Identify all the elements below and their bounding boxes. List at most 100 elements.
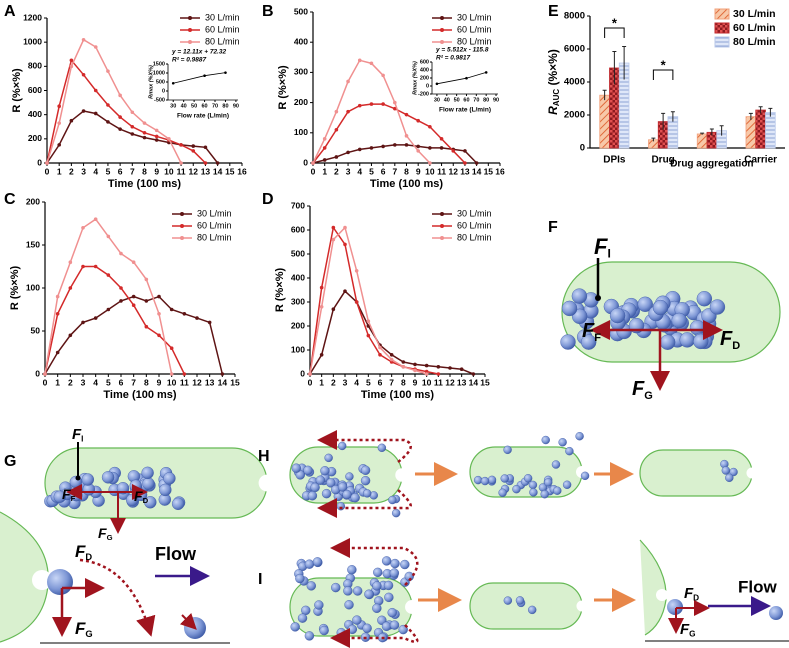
particle xyxy=(398,624,408,635)
x-tick-label: Drug xyxy=(651,155,674,166)
y-axis-title: R (%×%) xyxy=(274,268,286,313)
data-point xyxy=(436,372,441,376)
x-tick-label: 14 xyxy=(472,166,482,176)
data-point xyxy=(119,299,123,303)
particle xyxy=(560,334,576,350)
data-point xyxy=(354,269,359,273)
particle xyxy=(512,484,521,494)
particle xyxy=(381,621,392,632)
particle xyxy=(609,307,626,324)
data-point xyxy=(81,37,86,42)
y-tick-label: 1200 xyxy=(23,12,42,22)
data-point xyxy=(413,362,417,367)
particle xyxy=(480,476,490,486)
data-point xyxy=(154,128,159,133)
legend-label: 80 L/min xyxy=(457,232,492,242)
inset-x-tick-label: 70 xyxy=(212,103,218,109)
x-tick-label: 11 xyxy=(434,377,443,387)
data-point xyxy=(182,372,187,376)
x-tick-label: 13 xyxy=(460,166,470,176)
y-tick-label: 300 xyxy=(291,296,305,306)
legend-label: 80 L/min xyxy=(733,36,776,48)
force-symbol: F xyxy=(720,328,733,350)
data-point xyxy=(157,333,161,338)
inset-y-tick-label: 0 xyxy=(426,83,429,89)
series-line xyxy=(309,225,439,375)
force-label: FG xyxy=(632,378,653,402)
inset-point xyxy=(484,71,488,74)
x-tick-label: 1 xyxy=(57,166,62,176)
legend-marker xyxy=(440,212,444,216)
x-tick-label: 0 xyxy=(43,377,48,387)
inset-y-tick-label: -500 xyxy=(154,97,165,103)
data-point xyxy=(106,307,111,312)
data-point xyxy=(69,58,74,63)
x-tick-label: Drug aggregation xyxy=(670,159,753,170)
data-point xyxy=(334,155,339,159)
force-symbol: F xyxy=(72,426,82,443)
y-tick-label: 6000 xyxy=(564,44,585,55)
particle xyxy=(360,465,371,475)
particle xyxy=(558,438,567,447)
data-point xyxy=(319,285,324,290)
particle xyxy=(142,477,155,490)
particle xyxy=(350,492,360,503)
x-tick-label: 1 xyxy=(322,166,327,176)
legend-label: 60 L/min xyxy=(457,220,492,230)
x-tick-label: 9 xyxy=(416,166,421,176)
particle xyxy=(303,465,313,476)
particle xyxy=(769,606,783,620)
inset-x-tick-label: 50 xyxy=(454,97,460,103)
significance-label: * xyxy=(661,57,667,72)
data-point xyxy=(207,320,212,325)
x-tick-label: 6 xyxy=(381,166,386,176)
particle xyxy=(377,443,387,453)
force-subscript: I xyxy=(607,247,610,261)
force-label: FG xyxy=(680,621,696,639)
particle xyxy=(528,480,538,490)
data-point xyxy=(169,307,174,312)
y-tick-label: 0 xyxy=(37,157,42,167)
particle xyxy=(347,565,357,575)
y-tick-label: 600 xyxy=(28,85,42,95)
particle xyxy=(291,463,301,473)
inset-line xyxy=(436,72,487,85)
x-tick-label: 10 xyxy=(422,377,432,387)
data-point xyxy=(343,289,347,294)
data-point xyxy=(68,260,73,265)
particle xyxy=(523,474,533,483)
series-line xyxy=(44,218,173,375)
data-point xyxy=(57,121,61,125)
data-point xyxy=(106,234,111,239)
panel-label: E xyxy=(548,3,559,20)
force-subscript: G xyxy=(107,533,113,542)
loop-arrow xyxy=(317,430,412,463)
particle xyxy=(500,474,509,483)
data-point xyxy=(331,225,336,230)
particle xyxy=(372,603,382,613)
force-symbol: F xyxy=(680,621,690,638)
particle xyxy=(352,586,363,596)
particle xyxy=(163,472,176,485)
force-subscript: D xyxy=(732,340,740,352)
data-point xyxy=(331,237,336,242)
y-tick-label: 150 xyxy=(26,239,40,249)
data-point xyxy=(369,102,374,106)
data-point xyxy=(142,130,147,135)
particle xyxy=(81,473,95,486)
legend-label: 30 L/min xyxy=(457,12,492,22)
x-tick-label: 7 xyxy=(131,377,136,387)
particle xyxy=(498,488,507,497)
force-label: FF xyxy=(62,486,76,504)
capsule xyxy=(469,582,583,630)
y-tick-label: 0 xyxy=(35,368,40,378)
legend-marker xyxy=(440,224,444,228)
data-point xyxy=(144,324,149,329)
x-tick-label: 16 xyxy=(237,166,247,176)
data-point xyxy=(354,300,359,304)
legend-label: 60 L/min xyxy=(197,220,232,230)
force-subscript: G xyxy=(644,390,653,402)
data-point xyxy=(331,307,336,312)
particle xyxy=(400,559,410,570)
